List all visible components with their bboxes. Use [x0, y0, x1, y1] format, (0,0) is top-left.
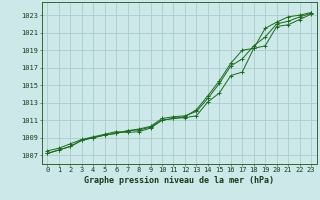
X-axis label: Graphe pression niveau de la mer (hPa): Graphe pression niveau de la mer (hPa) — [84, 176, 274, 185]
